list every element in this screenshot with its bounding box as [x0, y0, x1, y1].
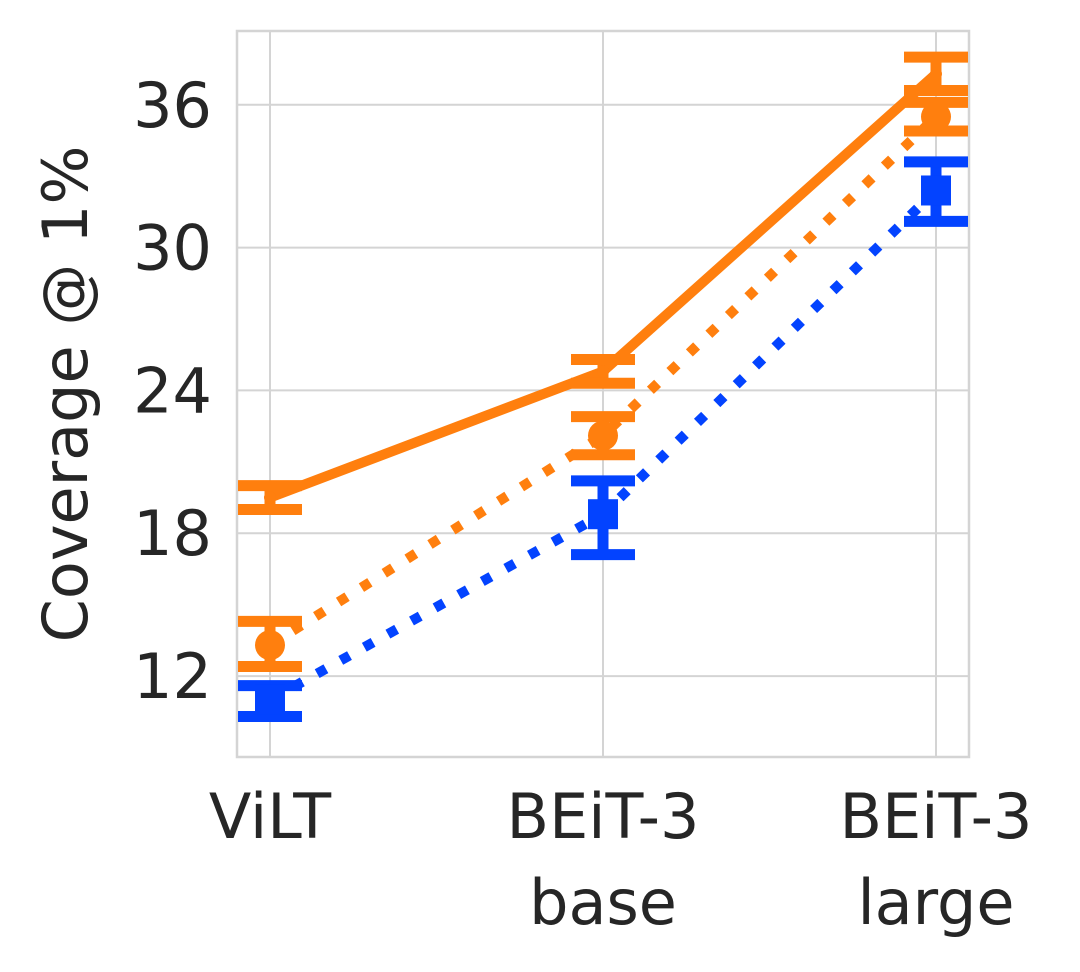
series-group: [238, 51, 968, 723]
data-point: [255, 684, 285, 715]
y-tick-labels: 12 18 24 30 36: [133, 69, 212, 713]
data-point: [921, 101, 951, 132]
x-tick-label: ViLT: [209, 780, 332, 853]
grid: [237, 31, 969, 757]
data-point: [921, 175, 951, 206]
y-tick-label: 12: [133, 640, 212, 713]
y-tick-label: 36: [133, 69, 212, 142]
y-tick-label: 18: [133, 497, 212, 570]
plot-frame: [235, 29, 971, 759]
data-point: [264, 491, 276, 504]
series-2: [238, 156, 968, 723]
data-point: [597, 365, 609, 378]
data-point: [255, 630, 285, 661]
x-tick-label: BEiT-3: [507, 780, 700, 853]
x-tick-label: BEiT-3: [840, 780, 1033, 853]
y-axis-label: Coverage @ 1%: [29, 146, 102, 643]
x-tick-labels: ViLT BEiT-3 base BEiT-3 large: [209, 780, 1033, 939]
series-1: [238, 96, 968, 673]
data-point: [930, 67, 942, 80]
series-0: [238, 51, 968, 515]
y-tick-label: 30: [133, 212, 212, 285]
x-tick-label: base: [529, 866, 677, 939]
x-tick-label: large: [857, 866, 1014, 939]
data-point: [588, 499, 618, 530]
data-point: [588, 420, 618, 451]
y-tick-label: 24: [133, 354, 212, 427]
